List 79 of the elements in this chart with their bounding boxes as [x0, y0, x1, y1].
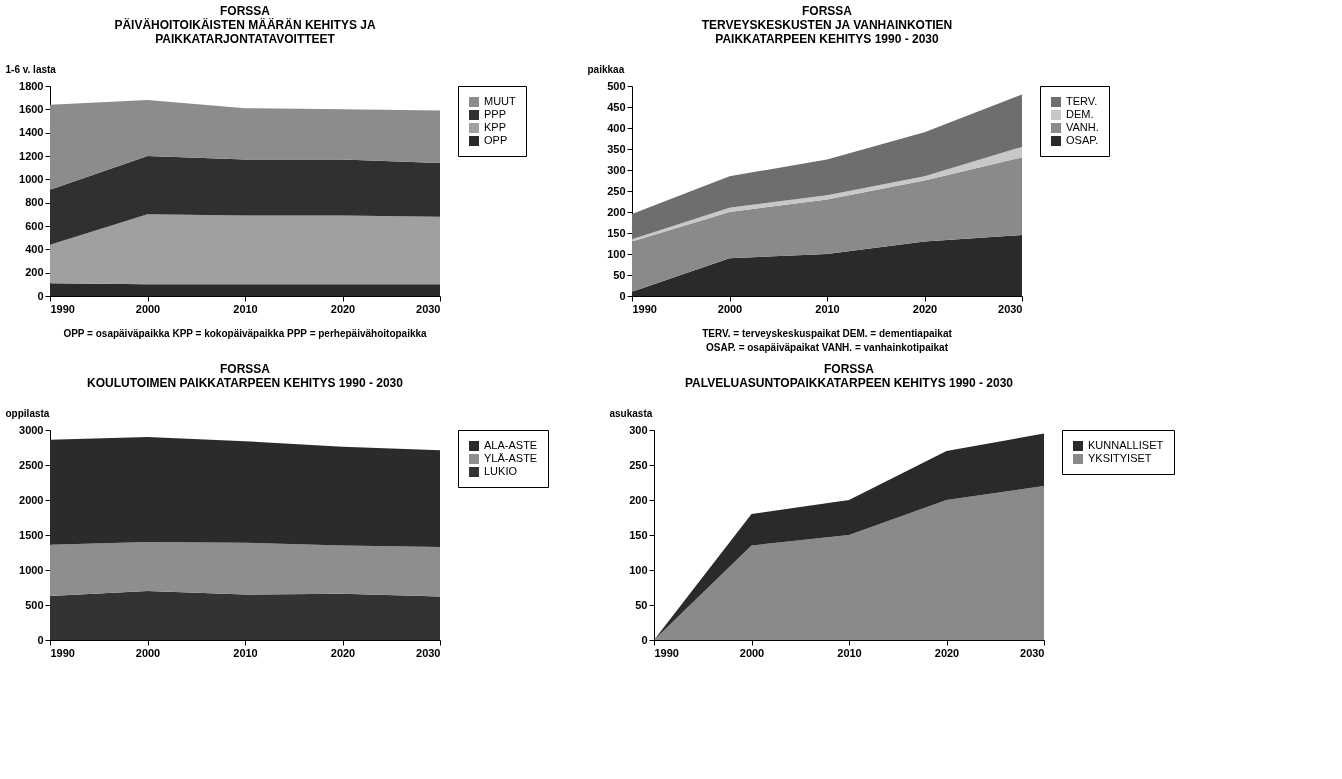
x-tick-label: 2030 — [1020, 646, 1045, 659]
x-tick-label: 2010 — [815, 302, 840, 315]
y-tick-label: 200 — [25, 266, 44, 279]
legend-label: MUUT — [484, 95, 517, 107]
x-tick-label: 2030 — [998, 302, 1023, 315]
x-tick-label: 2010 — [233, 646, 258, 659]
text: OPP = osapäiväpaikka KPP = kokopäiväpaikka PPP = perhepäivähoitopaikka — [63, 328, 428, 339]
y-tick-label: 250 — [607, 184, 626, 197]
y-tick-label: 3000 — [19, 423, 44, 436]
x-tick-label: 2020 — [330, 302, 356, 315]
y-tick-label: 350 — [607, 142, 626, 155]
y-tick-label: 1000 — [19, 563, 44, 576]
x-tick-label: 1990 — [632, 302, 657, 315]
x-tick-label: 2000 — [135, 302, 161, 315]
y-tick-label: 50 — [635, 598, 648, 611]
y-tick-label: 300 — [629, 423, 648, 436]
y-axis-title: 1-6 v. lasta — [5, 63, 57, 75]
y-tick-label: 100 — [607, 247, 626, 260]
legend-label: OSAP. — [1066, 134, 1099, 146]
x-tick-label: 2030 — [416, 302, 441, 315]
y-tick-label: 150 — [629, 528, 648, 541]
y-tick-label: 600 — [25, 219, 44, 232]
y-tick-label: 250 — [629, 458, 648, 471]
legend-label: YLÄ-ASTE — [484, 452, 538, 464]
x-tick-label: 2000 — [739, 646, 765, 659]
y-tick-label: 300 — [607, 163, 626, 176]
y-tick-label: 500 — [607, 79, 626, 92]
text: TERV. = terveyskeskuspaikat DEM. = dementiapaikat — [702, 328, 953, 339]
y-tick-label: 200 — [607, 205, 626, 218]
legend-label: ALA-ASTE — [484, 439, 538, 451]
y-axis-title: paikkaa — [587, 63, 625, 75]
legend-label: TERV. — [1066, 95, 1098, 107]
legend-label: YKSITYISET — [1088, 452, 1152, 464]
y-tick-label: 0 — [37, 289, 44, 302]
y-tick-label: 100 — [629, 563, 648, 576]
x-tick-label: 2010 — [233, 302, 258, 315]
y-tick-label: 1800 — [19, 79, 44, 92]
y-tick-label: 200 — [629, 493, 648, 506]
y-tick-label: 1400 — [19, 126, 44, 139]
chart-title: FORSSA PÄIVÄHOITOIKÄISTEN MÄÄRÄN KEHITYS JA PAIKKATARJONTATAVOITTEET — [114, 4, 376, 46]
y-tick-label: 0 — [641, 633, 648, 646]
legend-label: KUNNALLISET — [1088, 439, 1164, 451]
y-tick-label: 400 — [607, 121, 626, 134]
y-tick-label: 800 — [25, 196, 44, 209]
x-tick-label: 2020 — [912, 302, 938, 315]
legend-label: KPP — [484, 121, 507, 133]
x-tick-label: 1990 — [50, 302, 75, 315]
y-tick-label: 50 — [613, 268, 626, 281]
y-tick-label: 150 — [607, 226, 626, 239]
y-axis-title: asukasta — [609, 407, 653, 419]
chart-title: FORSSA KOULUTOIMEN PAIKKATARPEEN KEHITYS 1990 - 2030 — [87, 362, 404, 390]
text: OSAP. = osapäiväpaikat VANH. = vanhainkotipaikat — [706, 342, 949, 353]
x-tick-label: 2000 — [717, 302, 743, 315]
x-tick-label: 2020 — [934, 646, 960, 659]
legend-label: LUKIO — [484, 465, 518, 477]
x-tick-label: 2010 — [837, 646, 862, 659]
legend-label: PPP — [484, 108, 507, 120]
y-axis-title: oppilasta — [5, 407, 50, 419]
legend-label: DEM. — [1066, 108, 1094, 120]
y-tick-label: 400 — [25, 242, 44, 255]
chart-title: FORSSA PALVELUASUNTOPAIKKATARPEEN KEHITYS 1990 - 2030 — [684, 362, 1014, 390]
y-tick-label: 0 — [37, 633, 44, 646]
x-tick-label: 1990 — [50, 646, 75, 659]
y-tick-label: 1200 — [19, 149, 44, 162]
y-tick-label: 0 — [619, 289, 626, 302]
y-tick-label: 1600 — [19, 102, 44, 115]
y-tick-label: 450 — [607, 100, 626, 113]
y-tick-label: 2500 — [19, 458, 44, 471]
y-tick-label: 500 — [25, 598, 44, 611]
legend-label: VANH. — [1066, 121, 1099, 133]
y-tick-label: 1000 — [19, 172, 44, 185]
x-tick-label: 2000 — [135, 646, 161, 659]
chart-title: FORSSA TERVEYSKESKUSTEN JA VANHAINKOTIEN PAIKKATARPEEN KEHITYS 1990 - 2030 — [701, 4, 953, 46]
legend-label: OPP — [484, 134, 508, 146]
x-tick-label: 2030 — [416, 646, 441, 659]
x-tick-label: 2020 — [330, 646, 356, 659]
y-tick-label: 2000 — [19, 493, 44, 506]
y-tick-label: 1500 — [19, 528, 44, 541]
x-tick-label: 1990 — [654, 646, 679, 659]
